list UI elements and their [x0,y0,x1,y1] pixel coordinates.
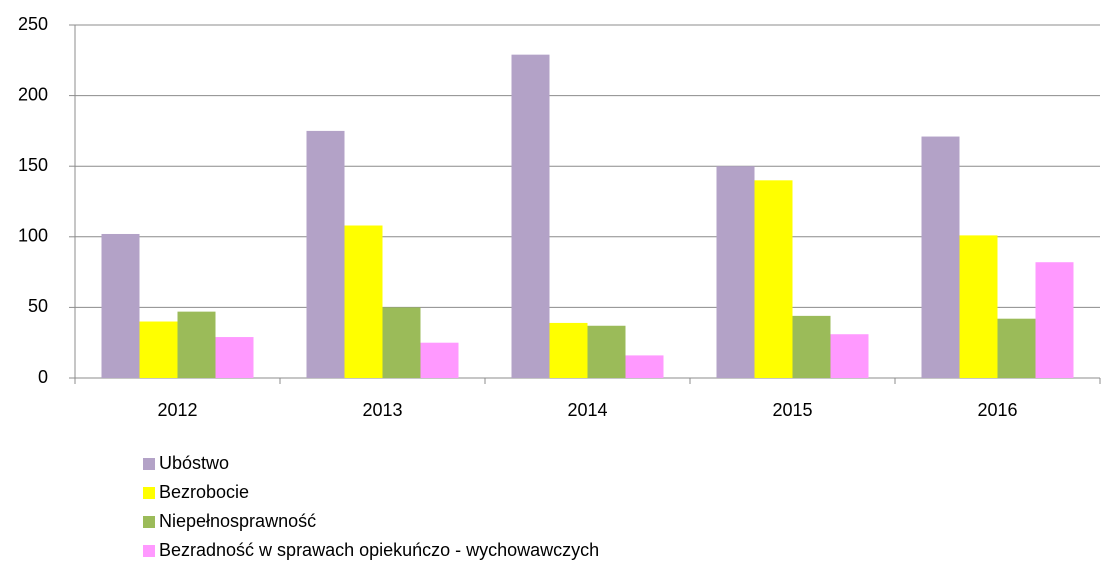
bar [344,225,383,378]
x-tick-label: 2013 [362,400,402,420]
bar [716,166,755,378]
bar [306,130,345,378]
bar [959,235,998,378]
y-tick-label: 100 [18,226,48,246]
legend-swatch [143,545,155,557]
y-tick-label: 200 [18,84,48,104]
bar [754,180,793,378]
legend-label: Niepełnosprawność [159,511,316,531]
y-tick-label: 0 [38,367,48,387]
bar [830,334,869,378]
bar [625,355,664,378]
x-tick-label: 2016 [977,400,1017,420]
x-tick-label: 2012 [157,400,197,420]
x-tick-label: 2015 [772,400,812,420]
y-tick-label: 250 [18,14,48,34]
legend-swatch [143,458,155,470]
legend-swatch [143,516,155,528]
bar [792,315,831,378]
legend-swatch [143,487,155,499]
legend-label: Bezradność w sprawach opiekuńczo - wycho… [159,540,599,560]
bar [215,337,254,378]
y-tick-label: 50 [28,296,48,316]
bar [177,311,216,378]
bar [511,54,550,378]
bar [997,318,1036,378]
bar [921,136,960,378]
x-tick-label: 2014 [567,400,607,420]
bar [1035,262,1074,378]
bar [382,307,421,378]
bar [139,321,178,378]
legend-label: Ubóstwo [159,453,229,473]
bar [101,233,140,378]
legend-label: Bezrobocie [159,482,249,502]
bar [549,322,588,378]
y-tick-label: 150 [18,155,48,175]
bar [587,325,626,378]
bar [420,342,459,378]
